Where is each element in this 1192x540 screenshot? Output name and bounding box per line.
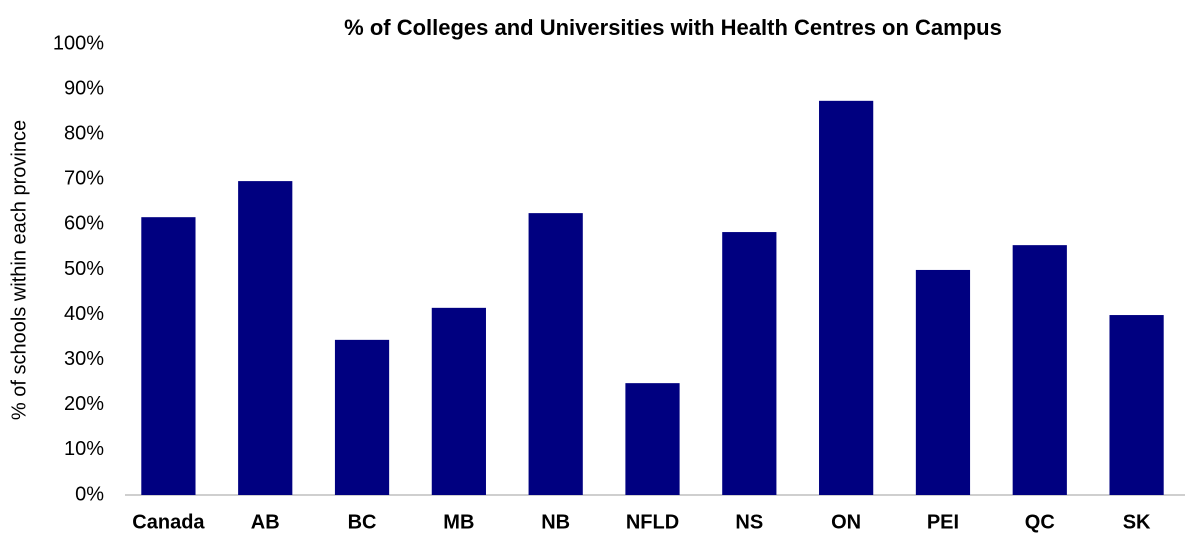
y-tick-label: 90% bbox=[64, 77, 104, 99]
bar bbox=[238, 181, 293, 495]
bar bbox=[431, 307, 486, 495]
y-tick-label: 80% bbox=[64, 122, 104, 144]
bar bbox=[528, 213, 583, 495]
x-tick-label: AB bbox=[251, 511, 280, 533]
x-tick-label: BC bbox=[348, 511, 377, 533]
y-tick-label: 50% bbox=[64, 258, 104, 280]
y-axis-label: % of schools within each province bbox=[8, 120, 30, 420]
x-tick-label: QC bbox=[1025, 511, 1055, 533]
bar bbox=[334, 339, 390, 495]
y-tick-label: 100% bbox=[53, 32, 104, 54]
x-tick-label: MB bbox=[443, 511, 474, 533]
chart-title: % of Colleges and Universities with Heal… bbox=[344, 15, 1002, 40]
x-tick-label: SK bbox=[1123, 511, 1151, 533]
bar bbox=[1109, 315, 1164, 495]
y-tick-label: 30% bbox=[64, 348, 104, 370]
y-tick-label: 70% bbox=[64, 168, 104, 190]
x-tick-label: NS bbox=[735, 511, 763, 533]
bar bbox=[1012, 245, 1067, 495]
bar bbox=[625, 383, 680, 495]
x-tick-label: Canada bbox=[132, 511, 205, 533]
x-tick-label: ON bbox=[831, 511, 861, 533]
y-tick-label: 0% bbox=[75, 483, 104, 505]
bar bbox=[141, 217, 196, 495]
x-tick-label: NFLD bbox=[626, 511, 679, 533]
y-tick-label: 10% bbox=[64, 438, 104, 460]
x-tick-label: PEI bbox=[927, 511, 959, 533]
y-tick-label: 60% bbox=[64, 213, 104, 235]
bar bbox=[722, 232, 777, 495]
bar bbox=[819, 100, 874, 496]
bar bbox=[915, 269, 971, 495]
y-tick-label: 40% bbox=[64, 303, 104, 325]
x-tick-label: NB bbox=[541, 511, 570, 533]
y-tick-label: 20% bbox=[64, 393, 104, 415]
